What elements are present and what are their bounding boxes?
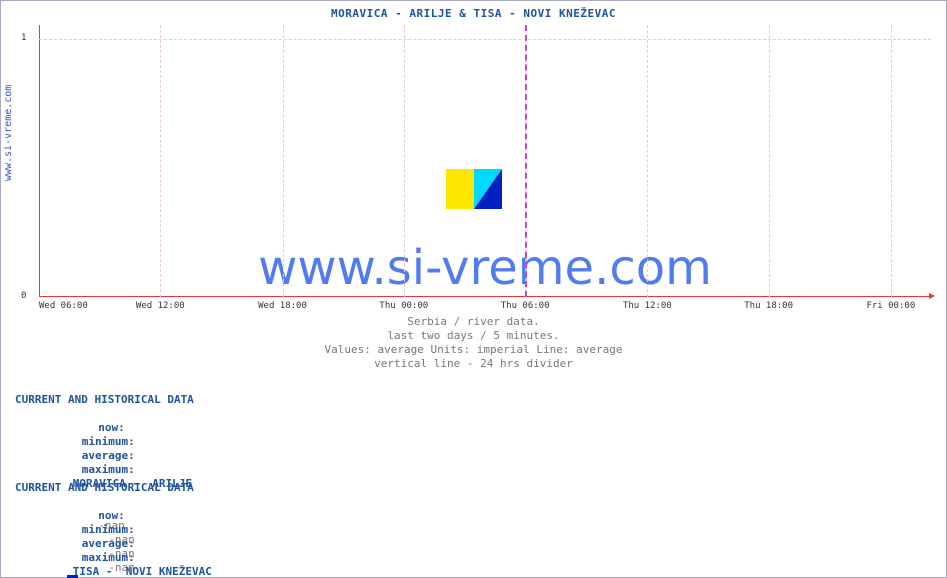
col-max: maximum:	[55, 551, 135, 565]
x-tick-label: Thu 18:00	[744, 301, 793, 311]
caption-line: last two days / 5 minutes.	[1, 329, 946, 343]
y-axis-label: www.si-vreme.com	[3, 85, 14, 181]
y-tick-label: 0	[21, 291, 26, 301]
col-min: minimum:	[55, 435, 135, 449]
gridline-v	[404, 25, 405, 297]
x-tick-label: Thu 06:00	[501, 301, 550, 311]
series-label: TISA - NOVI KNEŽEVAC	[73, 565, 212, 578]
divider-24h	[525, 25, 527, 297]
section-columns: now: minimum: average: maximum: TISA - N…	[15, 495, 212, 578]
col-avg: average:	[55, 449, 135, 463]
x-tick-label: Thu 00:00	[379, 301, 428, 311]
x-axis	[39, 296, 931, 297]
col-avg: average:	[55, 537, 135, 551]
section-heading: CURRENT AND HISTORICAL DATA	[15, 393, 194, 407]
gridline-v	[769, 25, 770, 297]
y-tick-label: 1	[21, 33, 26, 43]
chart-caption: Serbia / river data. last two days / 5 m…	[1, 315, 946, 371]
caption-line: Values: average Units: imperial Line: av…	[1, 343, 946, 357]
col-max: maximum:	[55, 463, 135, 477]
caption-line: Serbia / river data.	[1, 315, 946, 329]
x-tick-label: Wed 18:00	[258, 301, 307, 311]
x-tick-label: Fri 00:00	[866, 301, 915, 311]
gridline-v	[160, 25, 161, 297]
gridline-v	[891, 25, 892, 297]
data-section-2: CURRENT AND HISTORICAL DATA now: minimum…	[15, 481, 212, 578]
x-tick-label: Wed 12:00	[136, 301, 185, 311]
gridline-v	[647, 25, 648, 297]
watermark-text: www.si-vreme.com	[39, 240, 931, 296]
x-tick-label: Thu 12:00	[623, 301, 672, 311]
col-now: now:	[55, 421, 125, 435]
chart-container: www.si-vreme.com MORAVICA - ARILJE & TIS…	[0, 0, 947, 578]
gridline-h	[39, 39, 931, 40]
col-min: minimum:	[55, 523, 135, 537]
gridline-v	[283, 25, 284, 297]
col-now: now:	[55, 509, 125, 523]
chart-title: MORAVICA - ARILJE & TISA - NOVI KNEŽEVAC	[1, 7, 946, 20]
caption-line: vertical line - 24 hrs divider	[1, 357, 946, 371]
site-logo-icon	[446, 169, 502, 209]
plot-area: www.si-vreme.com Wed 06:00Wed 12:00Wed 1…	[39, 25, 931, 297]
section-heading: CURRENT AND HISTORICAL DATA	[15, 481, 212, 495]
x-tick-label: Wed 06:00	[39, 301, 88, 311]
